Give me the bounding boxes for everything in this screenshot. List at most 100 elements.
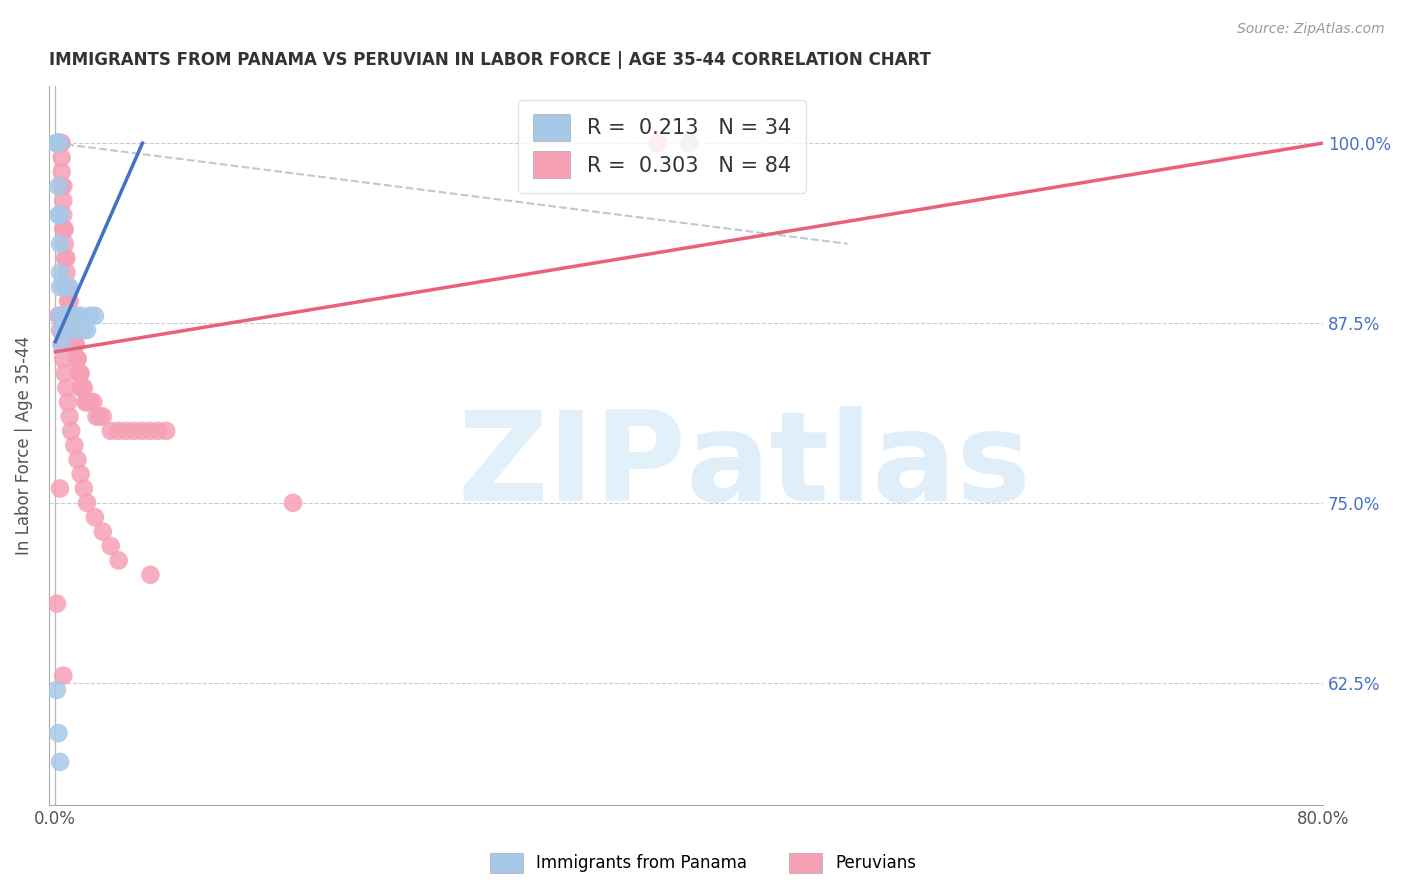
Point: [55, 251, 77, 265]
Point: [91, 409, 114, 424]
Point: [51, 337, 73, 351]
Point: [79, 395, 101, 409]
Legend: R =  0.213   N = 34, R =  0.303   N = 84: R = 0.213 N = 34, R = 0.303 N = 84: [517, 100, 806, 193]
Point: [48, 136, 70, 150]
Point: [58, 309, 80, 323]
Point: [51, 165, 73, 179]
Point: [69, 309, 91, 323]
Point: [60, 424, 83, 438]
Point: [49, 236, 72, 251]
Point: [62, 337, 84, 351]
Point: [56, 309, 79, 323]
Point: [45, 136, 67, 150]
Point: [66, 309, 89, 323]
Legend: Immigrants from Panama, Peruvians: Immigrants from Panama, Peruvians: [482, 847, 924, 880]
Point: [76, 323, 98, 337]
Point: [69, 467, 91, 481]
Point: [84, 309, 107, 323]
Point: [49, 136, 72, 150]
Point: [67, 367, 90, 381]
Point: [45, 682, 67, 697]
Point: [63, 337, 86, 351]
Point: [53, 236, 76, 251]
Point: [107, 553, 129, 567]
Point: [52, 351, 75, 366]
Point: [60, 309, 83, 323]
Point: [76, 496, 98, 510]
Point: [58, 280, 80, 294]
Text: ZIP: ZIP: [457, 407, 686, 527]
Point: [45, 136, 67, 150]
Point: [49, 266, 72, 280]
Point: [52, 179, 75, 194]
Point: [49, 755, 72, 769]
Point: [60, 323, 83, 337]
Point: [148, 424, 170, 438]
Point: [48, 136, 70, 150]
Point: [48, 136, 70, 150]
Point: [51, 151, 73, 165]
Point: [65, 351, 87, 366]
Point: [75, 395, 97, 409]
Point: [647, 136, 669, 150]
Point: [91, 524, 114, 539]
Point: [89, 409, 111, 424]
Point: [73, 323, 96, 337]
Point: [49, 309, 72, 323]
Point: [49, 136, 72, 150]
Point: [69, 381, 91, 395]
Point: [52, 194, 75, 208]
Point: [49, 136, 72, 150]
Point: [79, 309, 101, 323]
Point: [48, 179, 70, 194]
Point: [55, 381, 77, 395]
Point: [55, 309, 77, 323]
Point: [51, 179, 73, 194]
Point: [49, 280, 72, 294]
Point: [67, 367, 90, 381]
Point: [100, 424, 122, 438]
Point: [51, 323, 73, 337]
Point: [56, 294, 79, 309]
Point: [51, 337, 73, 351]
Point: [66, 351, 89, 366]
Point: [45, 597, 67, 611]
Point: [51, 136, 73, 150]
Point: [48, 726, 70, 740]
Point: [53, 251, 76, 265]
Point: [65, 337, 87, 351]
Point: [48, 309, 70, 323]
Point: [678, 136, 700, 150]
Y-axis label: In Labor Force | Age 35-44: In Labor Force | Age 35-44: [15, 335, 32, 555]
Point: [52, 668, 75, 682]
Point: [48, 136, 70, 150]
Point: [72, 381, 94, 395]
Point: [86, 409, 108, 424]
Point: [124, 424, 146, 438]
Point: [55, 266, 77, 280]
Point: [52, 222, 75, 236]
Point: [66, 351, 89, 366]
Point: [55, 280, 77, 294]
Point: [84, 510, 107, 524]
Point: [56, 280, 79, 294]
Point: [52, 323, 75, 337]
Point: [63, 337, 86, 351]
Point: [45, 136, 67, 150]
Point: [100, 539, 122, 553]
Text: IMMIGRANTS FROM PANAMA VS PERUVIAN IN LABOR FORCE | AGE 35-44 CORRELATION CHART: IMMIGRANTS FROM PANAMA VS PERUVIAN IN LA…: [49, 51, 931, 69]
Point: [63, 323, 86, 337]
Point: [49, 323, 72, 337]
Point: [139, 424, 162, 438]
Point: [53, 280, 76, 294]
Point: [58, 294, 80, 309]
Point: [52, 309, 75, 323]
Point: [73, 482, 96, 496]
Point: [76, 395, 98, 409]
Point: [58, 409, 80, 424]
Point: [48, 136, 70, 150]
Point: [51, 309, 73, 323]
Point: [49, 208, 72, 222]
Point: [53, 309, 76, 323]
Point: [73, 381, 96, 395]
